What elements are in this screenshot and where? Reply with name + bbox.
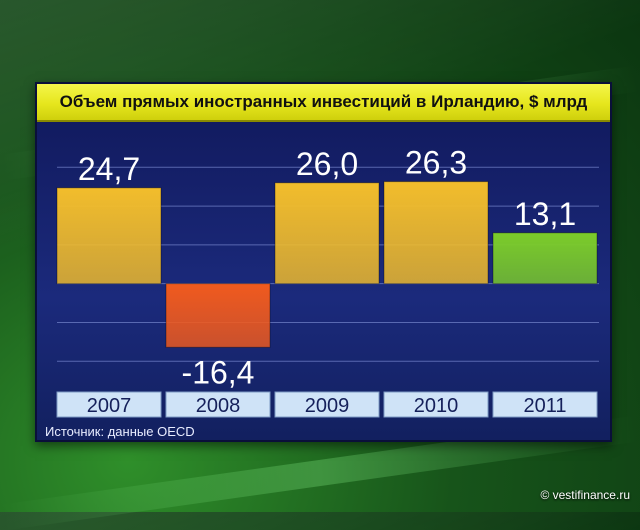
category-box-2008 <box>165 391 271 418</box>
watermark: © vestifinance.ru <box>540 488 630 502</box>
category-label-2011: 2011 <box>523 395 566 417</box>
bar-2011 <box>492 232 598 285</box>
category-box-2010 <box>383 391 489 418</box>
value-label-2010: 26,3 <box>405 145 467 181</box>
chart-title: Объем прямых иностранных инвестиций в Ир… <box>37 84 610 122</box>
category-box-2009 <box>274 391 380 418</box>
value-label-2009: 26,0 <box>296 146 358 182</box>
category-label-2010: 2010 <box>414 395 459 417</box>
category-label-2009: 2009 <box>305 395 350 417</box>
category-box-2007 <box>56 391 162 418</box>
value-label-2007: 24,7 <box>78 151 140 187</box>
bar-2009 <box>274 182 380 285</box>
bar-2007 <box>56 187 162 285</box>
bar-chart: 24,7 2007 -16,4 2008 26,0 2009 26,3 2010 13,1 201… <box>56 145 599 418</box>
bar-2008 <box>165 283 271 348</box>
value-label-2011: 13,1 <box>514 196 576 232</box>
source-note: Источник: данные OECD <box>45 424 195 439</box>
category-box-2011 <box>492 391 598 418</box>
category-label-2008: 2008 <box>196 395 241 417</box>
category-label-2007: 2007 <box>87 395 132 417</box>
bar-2010 <box>383 181 489 285</box>
value-label-2008: -16,4 <box>182 354 255 390</box>
chart-panel: 24,7 2007 -16,4 2008 26,0 2009 26,3 2010 13,1 201… <box>35 82 612 442</box>
